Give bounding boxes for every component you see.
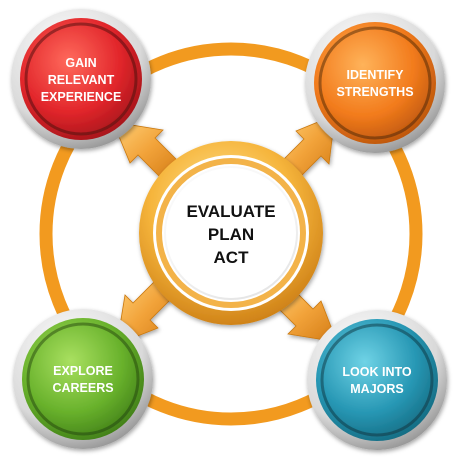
- center-hub: [139, 141, 323, 325]
- center-line-1: EVALUATE: [186, 202, 275, 221]
- gain-experience-line-3: EXPERIENCE: [41, 90, 122, 104]
- node-identify-strengths: [305, 13, 445, 153]
- gain-experience-line-1: GAIN: [65, 56, 96, 70]
- look-into-majors-line-1: LOOK INTO: [342, 365, 411, 379]
- explore-careers-line-2: CAREERS: [52, 381, 113, 395]
- node-explore-careers: [13, 309, 153, 449]
- node-gain-experience: [11, 9, 151, 149]
- node-look-into-majors: [307, 310, 447, 450]
- identify-strengths-line-1: IDENTIFY: [347, 68, 405, 82]
- outer-ring: [39, 42, 423, 426]
- identify-strengths-line-2: STRENGTHS: [336, 85, 413, 99]
- center-line-3: ACT: [214, 248, 250, 267]
- center-line-2: PLAN: [208, 225, 254, 244]
- gain-experience-line-2: RELEVANT: [48, 73, 115, 87]
- look-into-majors-line-2: MAJORS: [350, 382, 403, 396]
- explore-careers-line-1: EXPLORE: [53, 364, 113, 378]
